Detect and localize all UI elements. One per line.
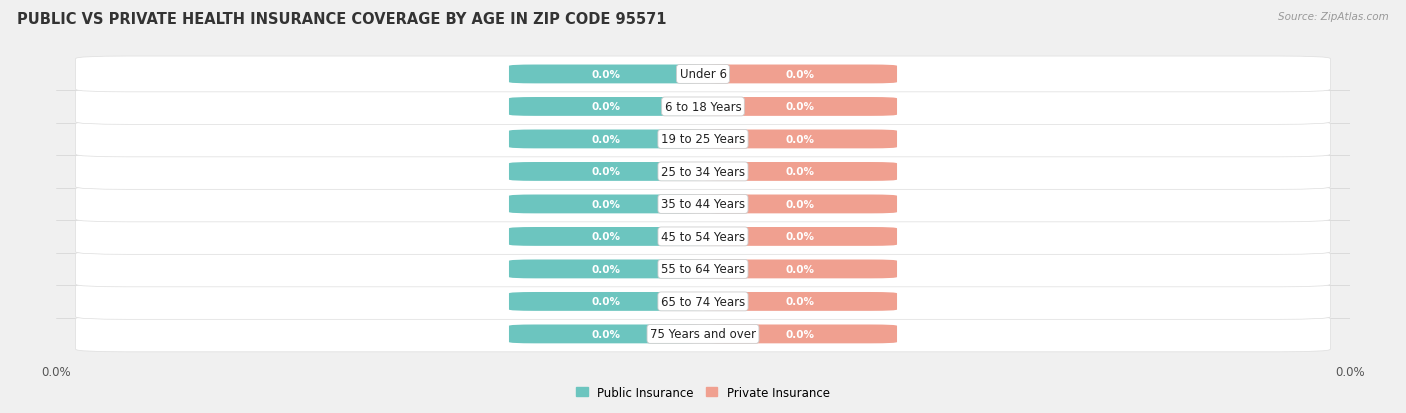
- FancyBboxPatch shape: [509, 260, 703, 279]
- FancyBboxPatch shape: [76, 89, 1330, 125]
- FancyBboxPatch shape: [703, 65, 897, 84]
- FancyBboxPatch shape: [76, 154, 1330, 190]
- Text: 35 to 44 Years: 35 to 44 Years: [661, 198, 745, 211]
- FancyBboxPatch shape: [703, 98, 897, 116]
- FancyBboxPatch shape: [703, 163, 897, 181]
- Text: 19 to 25 Years: 19 to 25 Years: [661, 133, 745, 146]
- FancyBboxPatch shape: [703, 195, 897, 214]
- FancyBboxPatch shape: [76, 316, 1330, 352]
- Text: 0.0%: 0.0%: [592, 167, 620, 177]
- Text: 65 to 74 Years: 65 to 74 Years: [661, 295, 745, 308]
- FancyBboxPatch shape: [76, 57, 1330, 93]
- Text: 6 to 18 Years: 6 to 18 Years: [665, 101, 741, 114]
- Text: 0.0%: 0.0%: [592, 135, 620, 145]
- FancyBboxPatch shape: [509, 98, 703, 116]
- Text: 75 Years and over: 75 Years and over: [650, 328, 756, 341]
- FancyBboxPatch shape: [703, 260, 897, 279]
- FancyBboxPatch shape: [76, 284, 1330, 320]
- Text: 0.0%: 0.0%: [786, 70, 814, 80]
- Text: 0.0%: 0.0%: [786, 199, 814, 209]
- FancyBboxPatch shape: [76, 187, 1330, 222]
- FancyBboxPatch shape: [76, 122, 1330, 157]
- FancyBboxPatch shape: [703, 228, 897, 246]
- Text: 0.0%: 0.0%: [786, 102, 814, 112]
- Text: 45 to 54 Years: 45 to 54 Years: [661, 230, 745, 243]
- Text: 0.0%: 0.0%: [786, 167, 814, 177]
- Legend: Public Insurance, Private Insurance: Public Insurance, Private Insurance: [571, 381, 835, 404]
- Text: 55 to 64 Years: 55 to 64 Years: [661, 263, 745, 276]
- Text: 0.0%: 0.0%: [592, 232, 620, 242]
- FancyBboxPatch shape: [509, 325, 703, 344]
- Text: 25 to 34 Years: 25 to 34 Years: [661, 166, 745, 178]
- FancyBboxPatch shape: [509, 195, 703, 214]
- FancyBboxPatch shape: [509, 163, 703, 181]
- Text: 0.0%: 0.0%: [592, 264, 620, 274]
- Text: 0.0%: 0.0%: [786, 264, 814, 274]
- FancyBboxPatch shape: [703, 325, 897, 344]
- FancyBboxPatch shape: [509, 130, 703, 149]
- Text: 0.0%: 0.0%: [592, 329, 620, 339]
- Text: 0.0%: 0.0%: [592, 199, 620, 209]
- FancyBboxPatch shape: [703, 292, 897, 311]
- Text: 0.0%: 0.0%: [786, 135, 814, 145]
- FancyBboxPatch shape: [76, 219, 1330, 255]
- FancyBboxPatch shape: [509, 228, 703, 246]
- FancyBboxPatch shape: [703, 130, 897, 149]
- FancyBboxPatch shape: [509, 292, 703, 311]
- Text: Source: ZipAtlas.com: Source: ZipAtlas.com: [1278, 12, 1389, 22]
- Text: 0.0%: 0.0%: [786, 329, 814, 339]
- FancyBboxPatch shape: [509, 65, 703, 84]
- Text: 0.0%: 0.0%: [592, 70, 620, 80]
- Text: PUBLIC VS PRIVATE HEALTH INSURANCE COVERAGE BY AGE IN ZIP CODE 95571: PUBLIC VS PRIVATE HEALTH INSURANCE COVER…: [17, 12, 666, 27]
- Text: 0.0%: 0.0%: [786, 232, 814, 242]
- FancyBboxPatch shape: [76, 252, 1330, 287]
- Text: 0.0%: 0.0%: [786, 297, 814, 307]
- Text: 0.0%: 0.0%: [592, 297, 620, 307]
- Text: Under 6: Under 6: [679, 68, 727, 81]
- Text: 0.0%: 0.0%: [592, 102, 620, 112]
